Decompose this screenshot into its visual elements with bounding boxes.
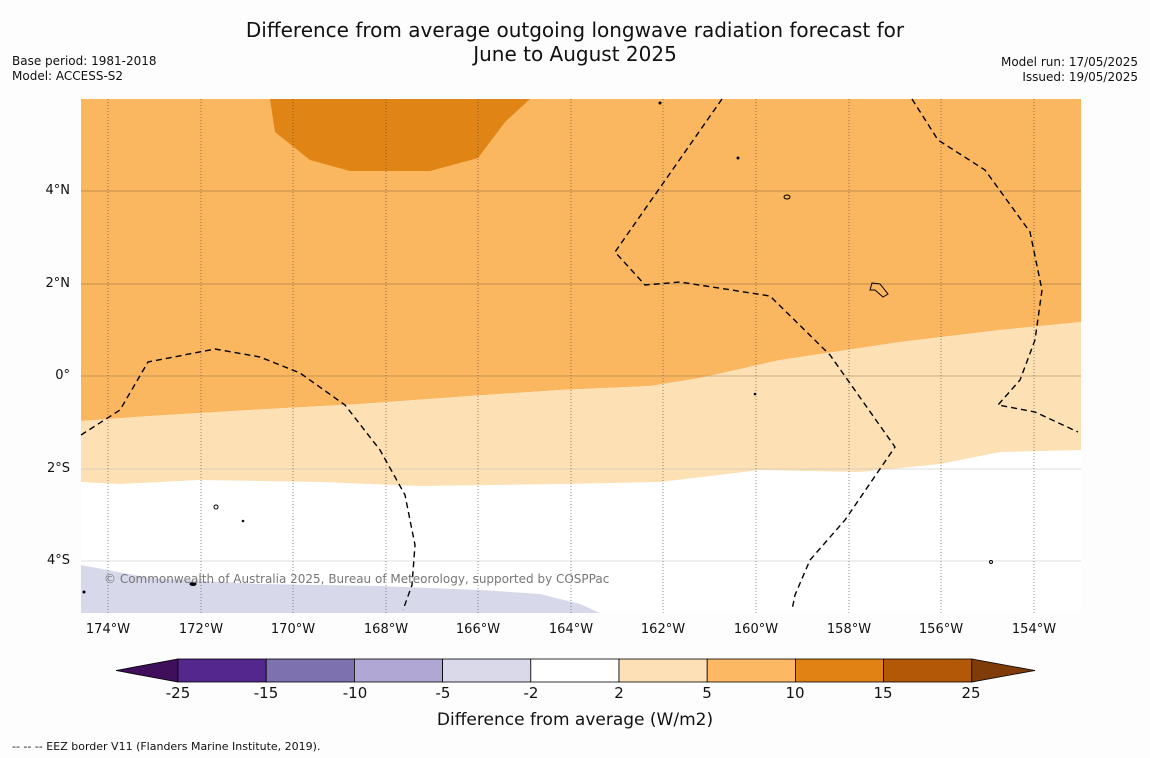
- title-line-2: June to August 2025: [473, 42, 677, 66]
- lat-tick: 0°: [55, 368, 70, 383]
- colorbar-label: -5: [435, 684, 451, 702]
- lon-tick: 164°W: [548, 622, 594, 637]
- colorbar-segment: [530, 658, 620, 683]
- colorbar-segment: [353, 658, 443, 683]
- lon-tick: 160°W: [733, 622, 779, 637]
- colorbar: [115, 658, 1036, 683]
- lon-tick: 154°W: [1011, 622, 1057, 637]
- model-name: Model: ACCESS-S2: [12, 69, 124, 83]
- colorbar-title: Difference from average (W/m2): [436, 710, 714, 730]
- colorbar-label: 25: [961, 684, 981, 702]
- colorbar-extend-low: [115, 658, 179, 683]
- model-run: Model run: 17/05/2025: [1000, 55, 1138, 69]
- page-title: Difference from average outgoing longwav…: [0, 18, 1150, 66]
- lon-tick: 174°W: [85, 622, 131, 637]
- colorbar-segment: [706, 658, 796, 683]
- contour-2-5: [81, 322, 1081, 486]
- colorbar-label: -2: [523, 684, 539, 702]
- meta-right: Model run: 17/05/2025 Issued: 19/05/2025: [1001, 55, 1138, 85]
- contour-5-10: [81, 99, 1081, 421]
- lat-tick: 4°N: [45, 183, 71, 198]
- colorbar-label: 2: [614, 684, 624, 702]
- lat-tick: 2°N: [45, 276, 71, 291]
- lon-tick: 162°W: [640, 622, 686, 637]
- colorbar-segment: [265, 658, 355, 683]
- contour-neg2-neg5: [81, 565, 600, 613]
- lon-tick: 156°W: [918, 622, 964, 637]
- lon-tick: 166°W: [455, 622, 501, 637]
- map-plot-area: [81, 99, 1081, 613]
- contour-10-15: [270, 99, 530, 171]
- lon-tick: 170°W: [270, 622, 316, 637]
- eez-borders: [80, 98, 1079, 611]
- colorbar-segment: [618, 658, 708, 683]
- title-line-1: Difference from average outgoing longwav…: [245, 18, 905, 42]
- islands: [82, 101, 993, 594]
- lon-tick: 158°W: [826, 622, 872, 637]
- lon-tick: 168°W: [363, 622, 409, 637]
- colorbar-label: -15: [253, 684, 279, 702]
- colorbar-segment: [795, 658, 885, 683]
- colorbar-segment: [442, 658, 532, 683]
- base-period: Base period: 1981-2018: [12, 54, 157, 68]
- lat-tick: 4°S: [46, 553, 70, 568]
- colorbar-segment: [177, 658, 267, 683]
- colorbar-segment: [883, 658, 973, 683]
- colorbar-label: -10: [342, 684, 368, 702]
- issued-date: Issued: 19/05/2025: [1022, 70, 1138, 84]
- gridlines: [81, 99, 1081, 613]
- colorbar-label: 15: [873, 684, 893, 702]
- eez-footnote: -- -- -- EEZ border V11 (Flanders Marine…: [12, 740, 321, 753]
- colorbar-label: -25: [165, 684, 191, 702]
- lon-tick: 172°W: [178, 622, 224, 637]
- colorbar-label: 10: [785, 684, 805, 702]
- meta-left: Base period: 1981-2018 Model: ACCESS-S2: [12, 54, 157, 84]
- colorbar-extend-high: [971, 658, 1036, 683]
- copyright-notice: © Commonwealth of Australia 2025, Bureau…: [104, 572, 610, 586]
- lat-tick: 2°S: [46, 461, 70, 476]
- colorbar-label: 5: [702, 684, 712, 702]
